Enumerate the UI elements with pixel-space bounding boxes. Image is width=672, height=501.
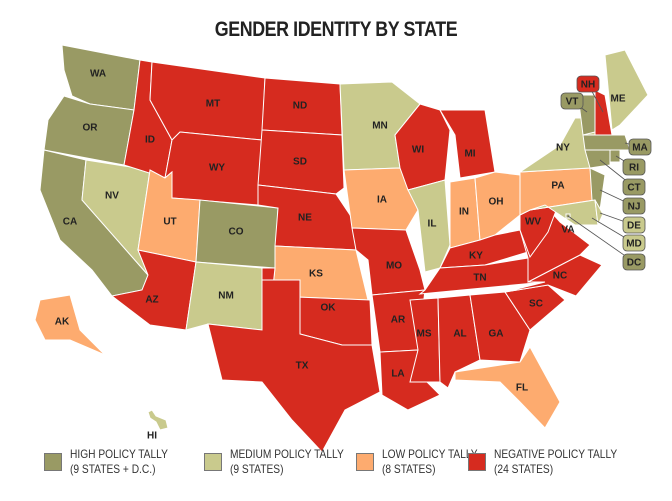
state-ma xyxy=(582,134,631,151)
state-label-mt: MT xyxy=(206,99,220,110)
state-label-ak: AK xyxy=(55,317,70,328)
state-label-sd: SD xyxy=(293,157,307,168)
state-label-co: CO xyxy=(229,227,244,238)
callout-box-nh xyxy=(576,75,600,93)
state-label-oh: OH xyxy=(489,197,504,208)
callout-box-ct xyxy=(622,178,646,196)
legend-swatch xyxy=(468,453,486,471)
state-label-mo: MO xyxy=(386,261,402,272)
state-label-la: LA xyxy=(391,369,404,380)
state-label-nd: ND xyxy=(293,101,307,112)
state-ia xyxy=(343,167,419,231)
state-fl xyxy=(454,346,561,429)
state-ak xyxy=(34,294,106,356)
state-wi xyxy=(394,103,451,191)
state-nc xyxy=(504,254,603,297)
legend-count: (9 STATES + D.C.) xyxy=(70,462,156,476)
state-label-or: OR xyxy=(83,123,99,134)
state-label-tn: TN xyxy=(473,273,486,284)
legend-swatch xyxy=(44,453,62,471)
state-ct xyxy=(584,149,611,169)
state-label-ma: MA xyxy=(632,143,648,154)
state-ms xyxy=(409,297,441,383)
legend-label: NEGATIVE POLICY TALLY xyxy=(494,447,618,461)
state-ri xyxy=(609,149,621,163)
state-label-fl: FL xyxy=(516,383,528,394)
callout-box-md xyxy=(622,234,646,252)
legend-item-negative: NEGATIVE POLICY TALLY (24 STATES) xyxy=(468,447,639,477)
state-label-in: IN xyxy=(459,207,469,218)
state-label-de: DE xyxy=(627,221,641,232)
state-label-nh: NH xyxy=(581,80,595,91)
state-label-mi: MI xyxy=(464,149,475,160)
state-label-nv: NV xyxy=(105,191,119,202)
state-hi xyxy=(147,409,169,431)
state-label-wi: WI xyxy=(412,145,424,156)
state-label-id: ID xyxy=(145,135,155,146)
legend-item-medium: MEDIUM POLICY TALLY (9 STATES) xyxy=(204,447,364,477)
state-label-ut: UT xyxy=(163,217,176,228)
callout-box-vt xyxy=(560,92,584,110)
legend-count: (9 STATES) xyxy=(230,462,284,476)
state-label-il: IL xyxy=(428,219,437,230)
state-me xyxy=(604,49,649,131)
state-label-az: AZ xyxy=(145,295,158,306)
state-label-ky: KY xyxy=(469,251,483,262)
map-title: GENDER IDENTITY BY STATE xyxy=(214,18,458,41)
callout-box-ri xyxy=(622,158,646,176)
state-label-dc: DC xyxy=(627,258,641,269)
state-label-wy: WY xyxy=(209,163,225,174)
state-label-ct: CT xyxy=(627,183,640,194)
legend-item-low: LOW POLICY TALLY (8 STATES) xyxy=(356,447,495,477)
legend-item-high: HIGH POLICY TALLY (9 STATES + D.C.) xyxy=(44,447,185,477)
state-label-ri: RI xyxy=(629,163,639,174)
state-label-md: MD xyxy=(626,239,642,250)
state-label-ga: GA xyxy=(489,329,504,340)
state-label-nj: NJ xyxy=(628,202,641,213)
state-label-sc: SC xyxy=(529,299,543,310)
state-label-tx: TX xyxy=(296,361,309,372)
state-tx xyxy=(207,279,381,453)
callout-box-dc xyxy=(622,253,646,271)
state-label-nc: NC xyxy=(553,271,567,282)
state-label-wv: WV xyxy=(525,217,541,228)
state-label-wa: WA xyxy=(90,69,106,80)
legend-label: HIGH POLICY TALLY xyxy=(70,447,168,461)
state-label-me: ME xyxy=(611,94,626,105)
callout-box-ma xyxy=(628,138,652,156)
state-label-va: VA xyxy=(561,225,574,236)
callout-line xyxy=(567,215,635,263)
state-mi xyxy=(439,109,496,179)
legend-label: LOW POLICY TALLY xyxy=(382,447,478,461)
state-label-mn: MN xyxy=(372,121,388,132)
legend-count: (8 STATES) xyxy=(382,462,436,476)
state-label-pa: PA xyxy=(551,181,564,192)
state-label-ks: KS xyxy=(309,269,323,280)
callout-box-nj xyxy=(622,197,646,215)
state-ky xyxy=(439,229,529,269)
legend-count: (24 STATES) xyxy=(494,462,554,476)
state-label-al: AL xyxy=(453,329,466,340)
legend-label: MEDIUM POLICY TALLY xyxy=(230,447,344,461)
state-ga xyxy=(469,291,531,363)
state-label-hi: HI xyxy=(147,431,157,442)
state-label-ia: IA xyxy=(377,195,387,206)
legend-swatch xyxy=(204,453,222,471)
state-label-ok: OK xyxy=(321,303,337,314)
state-label-ne: NE xyxy=(298,213,312,224)
state-label-ms: MS xyxy=(417,329,432,340)
legend-swatch xyxy=(356,453,374,471)
state-label-ny: NY xyxy=(556,143,570,154)
state-label-ca: CA xyxy=(63,217,77,228)
state-de xyxy=(594,199,604,227)
callout-box-de xyxy=(622,216,646,234)
state-label-ar: AR xyxy=(391,315,406,326)
state-label-nm: NM xyxy=(218,291,234,302)
state-sd xyxy=(257,129,345,195)
state-label-vt: VT xyxy=(566,97,579,108)
